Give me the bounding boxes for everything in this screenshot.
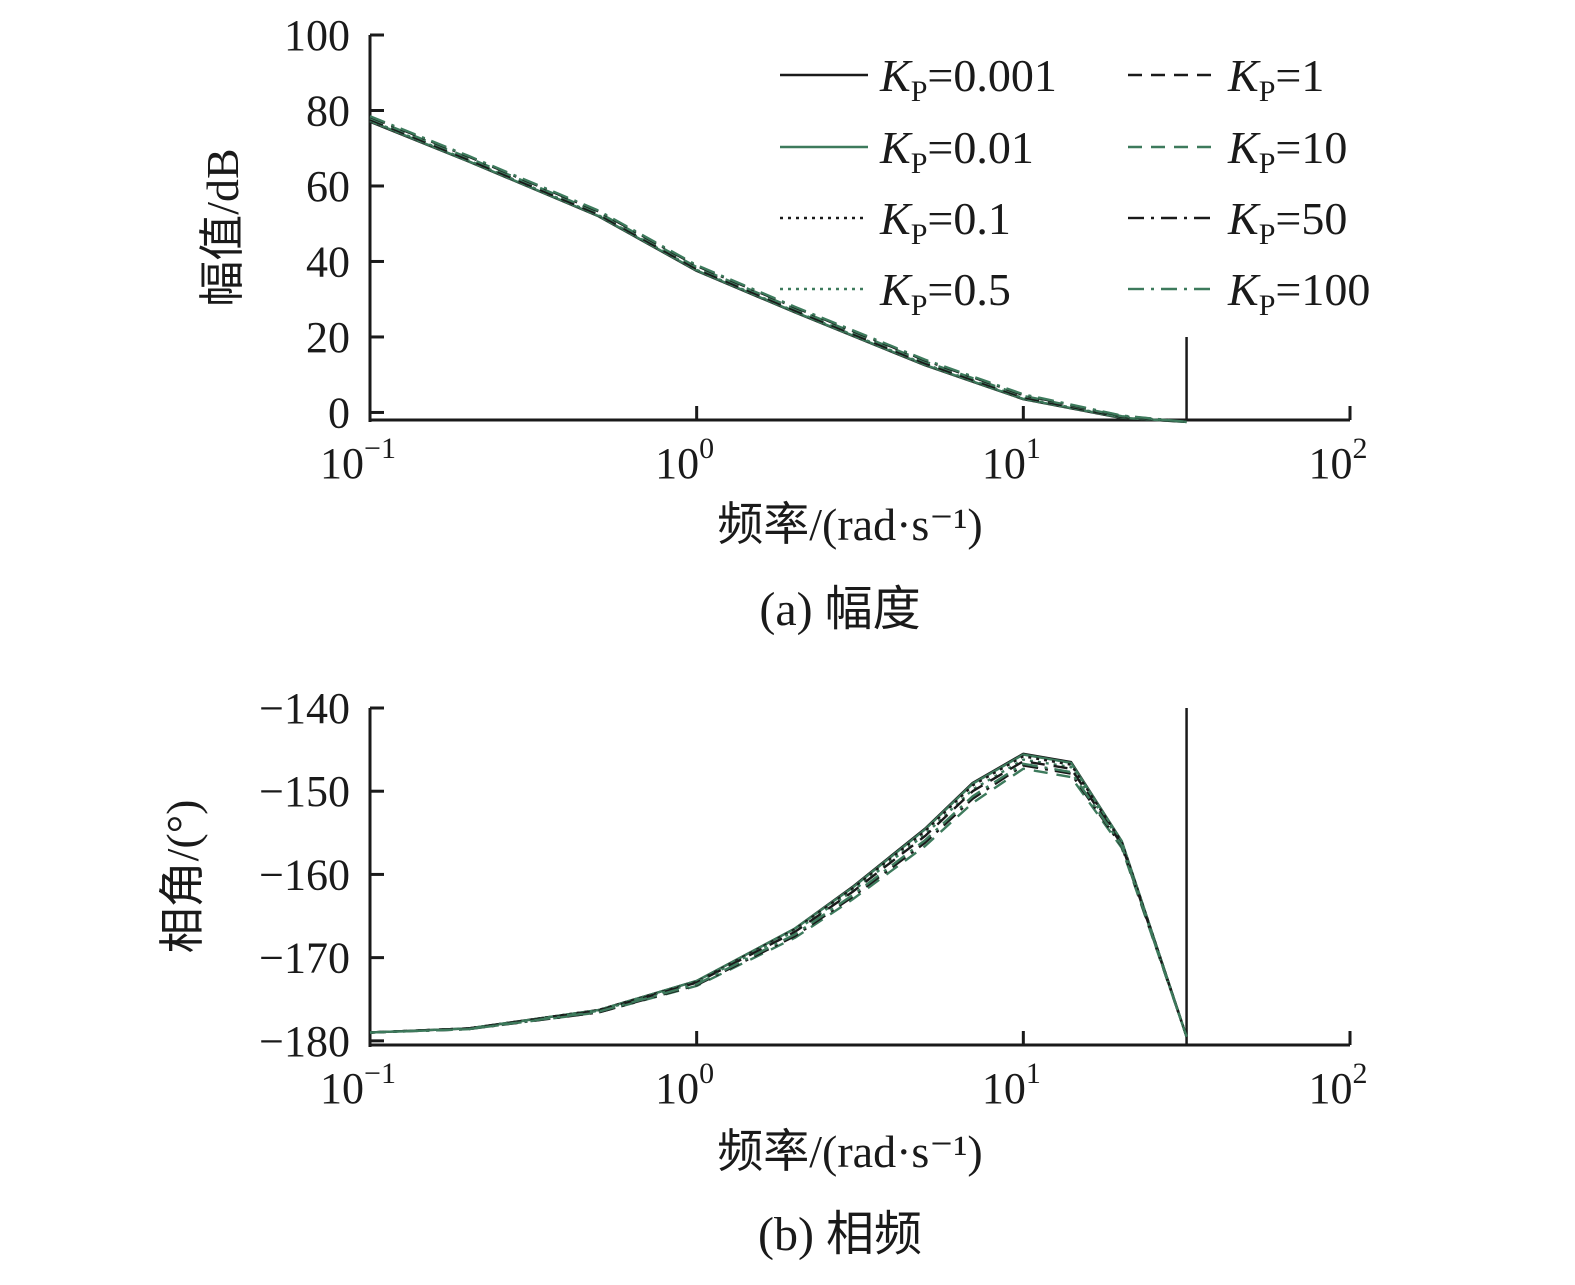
x-tick-label: 101	[982, 1057, 1041, 1113]
x-tick-label: 102	[1309, 1057, 1368, 1113]
series-line-kp-50	[369, 115, 1187, 424]
series-line-kp-0.5	[369, 758, 1188, 1038]
x-tick-label: 10−1	[320, 432, 396, 488]
x-tick-label: 101	[982, 432, 1041, 488]
y-tick-label: −180	[259, 1017, 350, 1066]
series-line-kp-10	[369, 767, 1188, 1038]
y-tick-label: −160	[259, 850, 350, 899]
magnitude-plot: 0 20 40 60 80 100 10−1 100 101 102 频率/(rad·s⁻¹) 幅值/…	[197, 11, 1370, 636]
series-line-kp-0.001	[369, 752, 1188, 1038]
y-tick-label: 100	[284, 11, 350, 60]
legend: KP=0.001 KP=1 KP=0.01 KP=10 KP=0.1 KP=50 KP=0.…	[780, 50, 1370, 322]
legend-label-kp-100: KP=100	[1227, 264, 1370, 322]
y-tick-label: 80	[306, 86, 350, 135]
legend-label-kp-10: KP=10	[1227, 122, 1347, 180]
x-tick-label: 10−1	[320, 1057, 396, 1113]
series-line-kp-50	[369, 764, 1188, 1038]
y-tick-label: 40	[306, 237, 350, 286]
legend-label-kp-0.01: KP=0.01	[879, 122, 1034, 180]
y-axis-label: 相角/(°)	[157, 800, 208, 954]
series-line-kp-10	[369, 116, 1187, 424]
y-tick-label: −140	[259, 684, 350, 733]
panel-caption: (b) 相频	[758, 1208, 922, 1261]
legend-label-kp-0.001: KP=0.001	[879, 50, 1057, 108]
legend-label-kp-1: KP=1	[1227, 50, 1324, 108]
series-line-kp-100	[369, 762, 1188, 1038]
y-tick-label: −150	[259, 767, 350, 816]
legend-label-kp-0.5: KP=0.5	[879, 264, 1011, 322]
legend-label-kp-0.1: KP=0.1	[879, 193, 1011, 251]
series-line-kp-0.1	[369, 755, 1188, 1038]
y-tick-label: 60	[306, 162, 350, 211]
panel-caption: (a) 幅度	[759, 583, 920, 636]
y-tick-label: −170	[259, 934, 350, 983]
y-tick-label: 0	[328, 388, 350, 437]
x-tick-label: 100	[655, 1057, 714, 1113]
y-axis-label: 幅值/dB	[197, 148, 248, 306]
x-axis-label: 频率/(rad·s⁻¹)	[717, 499, 982, 550]
series-line-kp-1	[369, 760, 1188, 1038]
legend-label-kp-50: KP=50	[1227, 193, 1347, 251]
series-line-kp-100	[369, 115, 1187, 424]
x-tick-label: 102	[1309, 432, 1368, 488]
series-line-kp-0.01	[369, 753, 1188, 1038]
x-tick-label: 100	[655, 432, 714, 488]
y-tick-label: 20	[306, 313, 350, 362]
series-line-kp-1	[369, 118, 1187, 424]
x-axis-label: 频率/(rad·s⁻¹)	[717, 1126, 982, 1177]
